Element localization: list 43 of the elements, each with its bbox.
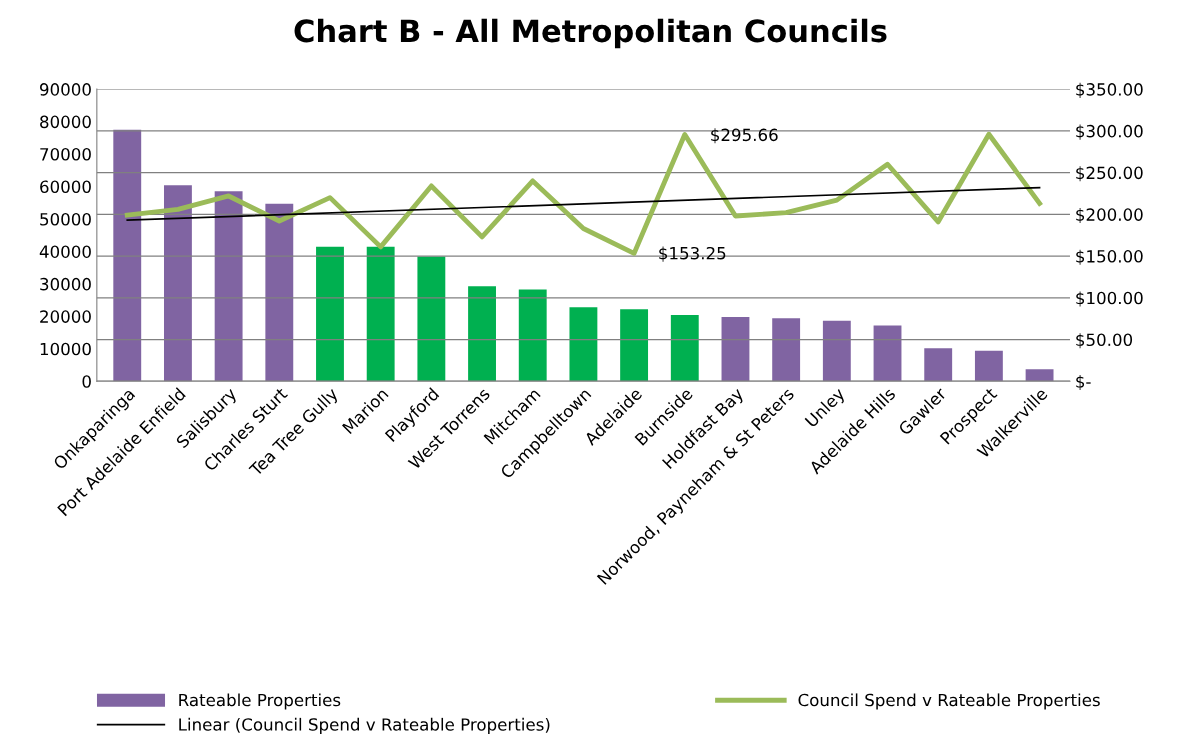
bar: [265, 203, 294, 382]
y2-tick-label: $50.00: [1076, 333, 1133, 349]
bar: [417, 256, 446, 382]
annotation: $295.66: [711, 128, 778, 144]
y-tick-label: 30000: [40, 277, 91, 291]
bar: [468, 286, 496, 382]
legend-label: Council Spend v Rateable Properties: [798, 693, 1100, 710]
bar: [366, 246, 395, 382]
bar: [518, 289, 547, 382]
y-tick-label: 50000: [40, 212, 91, 226]
bar: [1025, 369, 1054, 382]
chart-title: Chart B - All Metropolitan Councils: [294, 18, 887, 49]
y-tick-label: 70000: [40, 148, 91, 161]
bar: [620, 309, 649, 382]
y2-tick-label: $-: [1076, 374, 1091, 391]
legend-label: Linear (Council Spend v Rateable Properties): [179, 717, 550, 734]
bar: [873, 325, 902, 382]
y2-tick-label: $200.00: [1076, 207, 1143, 224]
bar: [569, 307, 598, 382]
bar: [164, 185, 192, 382]
y-tick-label: 10000: [40, 342, 91, 356]
y2-tick-label: $300.00: [1076, 124, 1143, 140]
bar: [214, 191, 243, 382]
bar: [822, 320, 851, 382]
y-tick-label: 0: [82, 375, 91, 388]
bar: [974, 350, 1003, 382]
annotation: $153.25: [659, 246, 726, 262]
y2-tick-label: $100.00: [1076, 291, 1143, 307]
y2-tick-label: $150.00: [1076, 249, 1143, 265]
bar: [670, 315, 699, 382]
bar: [772, 318, 801, 382]
y2-tick-label: $250.00: [1076, 166, 1143, 182]
y-tick-label: 40000: [39, 245, 91, 258]
bar: [316, 246, 344, 382]
bar: [924, 348, 953, 382]
y-tick-label: 60000: [40, 180, 91, 194]
y-tick-label: 20000: [40, 310, 91, 323]
y-tick-label: 90000: [40, 83, 91, 96]
legend-label: Rateable Properties: [179, 693, 341, 710]
y-tick-label: 80000: [40, 115, 91, 129]
y2-tick-label: $350.00: [1076, 82, 1143, 98]
bar: [721, 316, 750, 382]
bar: [113, 129, 142, 382]
